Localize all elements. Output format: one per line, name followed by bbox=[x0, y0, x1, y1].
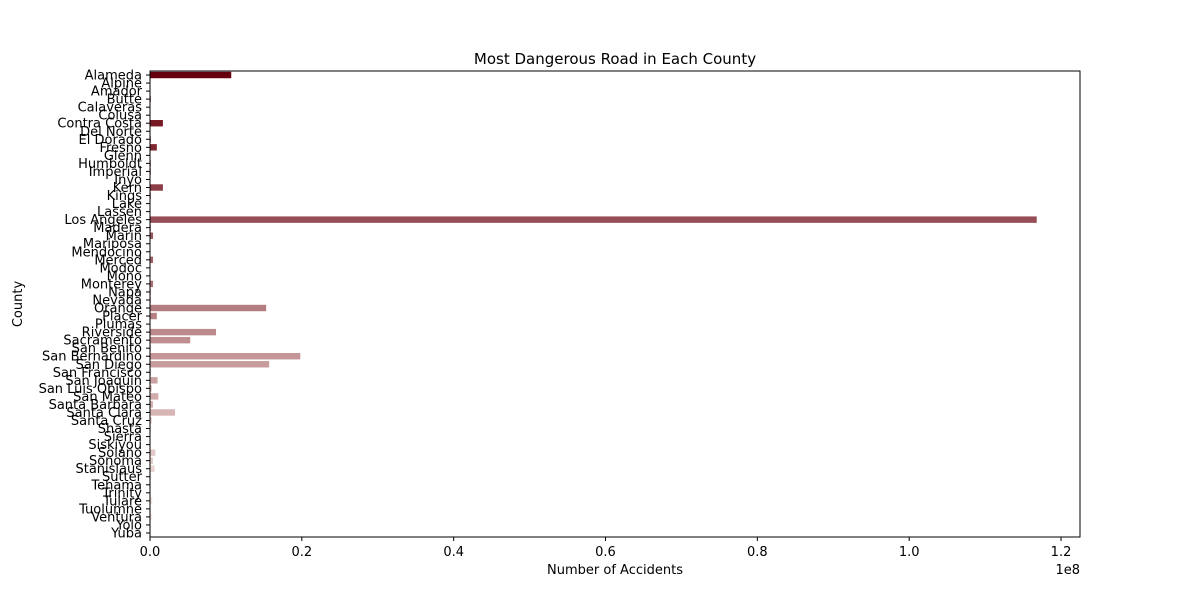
y-tick-label: Mendocino bbox=[71, 245, 142, 260]
y-tick-label: Mono bbox=[107, 269, 142, 284]
y-tick-label: Mariposa bbox=[83, 237, 142, 252]
y-tick-label: Lassen bbox=[97, 205, 142, 220]
y-tick-label: Butte bbox=[107, 93, 142, 108]
y-tick-label: Glenn bbox=[104, 149, 142, 164]
y-tick-label: Modoc bbox=[99, 261, 142, 276]
y-tick-label: Amador bbox=[91, 85, 143, 100]
y-tick-label: Nevada bbox=[92, 293, 142, 308]
y-tick-label: Sierra bbox=[104, 430, 142, 445]
bar-san-diego bbox=[150, 361, 270, 368]
x-tick-label: 1.2 bbox=[1051, 545, 1072, 560]
bar-santa-cruz bbox=[150, 417, 152, 424]
y-tick-label: Colusa bbox=[98, 109, 142, 124]
bar-santa-barbara bbox=[150, 401, 154, 408]
bar-merced bbox=[150, 256, 154, 264]
y-tick-label: Fresno bbox=[99, 141, 142, 156]
y-tick-label: San Mateo bbox=[73, 390, 142, 405]
y-tick-label: El Dorado bbox=[79, 133, 142, 148]
y-tick-label: Placer bbox=[102, 310, 143, 325]
bar-kern bbox=[150, 184, 163, 191]
y-axis-title: County bbox=[11, 281, 26, 328]
bar-sacramento bbox=[150, 336, 191, 344]
bar-orange bbox=[150, 304, 267, 312]
x-tick-label: 0.4 bbox=[443, 545, 464, 560]
x-axis-ticks: 0.0 0.2 0.4 0.6 0.8 1.0 1.2 bbox=[140, 537, 1072, 560]
y-tick-label: San Francisco bbox=[53, 366, 142, 381]
bar-san-luis-obispo bbox=[150, 385, 152, 392]
y-tick-label: Tehama bbox=[90, 478, 142, 493]
y-tick-label: Solano bbox=[98, 446, 142, 461]
y-tick-label: San Bernardino bbox=[42, 350, 142, 365]
bar-san-mateo bbox=[150, 393, 159, 400]
bar-fresno bbox=[150, 144, 157, 151]
y-tick-label: Del Norte bbox=[80, 125, 142, 140]
y-tick-label: Orange bbox=[94, 302, 142, 317]
bar-solano bbox=[150, 449, 156, 456]
y-tick-label: Imperial bbox=[89, 165, 142, 180]
x-tick-label: 0.0 bbox=[140, 545, 161, 560]
y-tick-label: Stanislaus bbox=[75, 462, 142, 477]
y-tick-label: Inyo bbox=[114, 173, 142, 188]
bar-riverside bbox=[150, 328, 217, 336]
bars-group bbox=[150, 71, 1037, 537]
y-tick-label: Trinity bbox=[101, 486, 142, 501]
y-tick-label: San Luis Obispo bbox=[39, 382, 142, 397]
y-tick-label: Ventura bbox=[91, 510, 142, 525]
bar-tulare bbox=[150, 497, 153, 505]
bar-alameda bbox=[150, 71, 232, 79]
y-tick-label: Alameda bbox=[85, 69, 142, 84]
bar-sonoma bbox=[150, 457, 154, 464]
y-tick-label: Napa bbox=[108, 285, 142, 300]
y-tick-label: Yolo bbox=[115, 518, 142, 533]
bar-placer bbox=[150, 312, 157, 320]
y-tick-label: San Benito bbox=[72, 342, 142, 357]
bar-ventura bbox=[150, 513, 153, 521]
y-tick-label: Santa Cruz bbox=[71, 414, 142, 429]
bar-stanislaus bbox=[150, 465, 155, 472]
bar-los-angeles bbox=[150, 216, 1037, 223]
y-tick-label: Shasta bbox=[98, 422, 142, 437]
y-tick-label: Riverside bbox=[82, 326, 142, 341]
x-tick-label: 0.8 bbox=[747, 545, 768, 560]
y-tick-label: Sacramento bbox=[63, 334, 142, 349]
y-tick-label: Merced bbox=[94, 253, 142, 268]
y-tick-label: Plumas bbox=[95, 318, 142, 333]
y-tick-label: Los Angeles bbox=[64, 213, 142, 228]
y-tick-label: Santa Clara bbox=[66, 406, 142, 421]
y-tick-label: San Joaquin bbox=[65, 374, 142, 389]
bar-san-joaquin bbox=[150, 377, 158, 384]
bar-san-bernardino bbox=[150, 353, 301, 360]
y-tick-label: Alpine bbox=[101, 77, 142, 92]
y-tick-label: Yuba bbox=[110, 526, 142, 541]
x-axis-scale-label: 1e8 bbox=[1055, 563, 1080, 578]
y-tick-label: Madera bbox=[93, 221, 142, 236]
y-tick-label: Contra Costa bbox=[57, 117, 142, 132]
bar-contra-costa bbox=[150, 120, 163, 127]
y-tick-label: Santa Barbara bbox=[49, 398, 142, 413]
y-tick-label: Marin bbox=[106, 229, 142, 244]
x-tick-label: 0.2 bbox=[291, 545, 312, 560]
y-tick-label: San Diego bbox=[76, 358, 142, 373]
y-tick-label: Monterey bbox=[81, 277, 143, 292]
y-tick-label: Sonoma bbox=[89, 454, 142, 469]
y-axis-ticks: AlamedaAlpineAmadorButteCalaverasColusaC… bbox=[39, 69, 150, 541]
bar-santa-clara bbox=[150, 409, 176, 416]
plot-frame bbox=[149, 70, 1081, 538]
y-tick-label: Calaveras bbox=[78, 101, 143, 116]
y-tick-label: Humboldt bbox=[78, 157, 142, 172]
x-tick-label: 0.6 bbox=[595, 545, 616, 560]
bar-monterey bbox=[150, 280, 154, 288]
y-tick-label: Lake bbox=[112, 197, 142, 212]
x-axis-title: Number of Accidents bbox=[547, 563, 683, 578]
x-tick-label: 1.0 bbox=[899, 545, 920, 560]
y-tick-label: Tulare bbox=[102, 494, 142, 509]
y-tick-label: Siskiyou bbox=[88, 438, 142, 453]
chart-title: Most Dangerous Road in Each County bbox=[474, 50, 756, 68]
y-tick-label: Sutter bbox=[102, 470, 143, 485]
y-tick-label: Kern bbox=[113, 181, 142, 196]
y-tick-label: Kings bbox=[107, 189, 143, 204]
y-tick-label: Tuolumne bbox=[78, 502, 142, 517]
bar-marin bbox=[150, 232, 154, 239]
